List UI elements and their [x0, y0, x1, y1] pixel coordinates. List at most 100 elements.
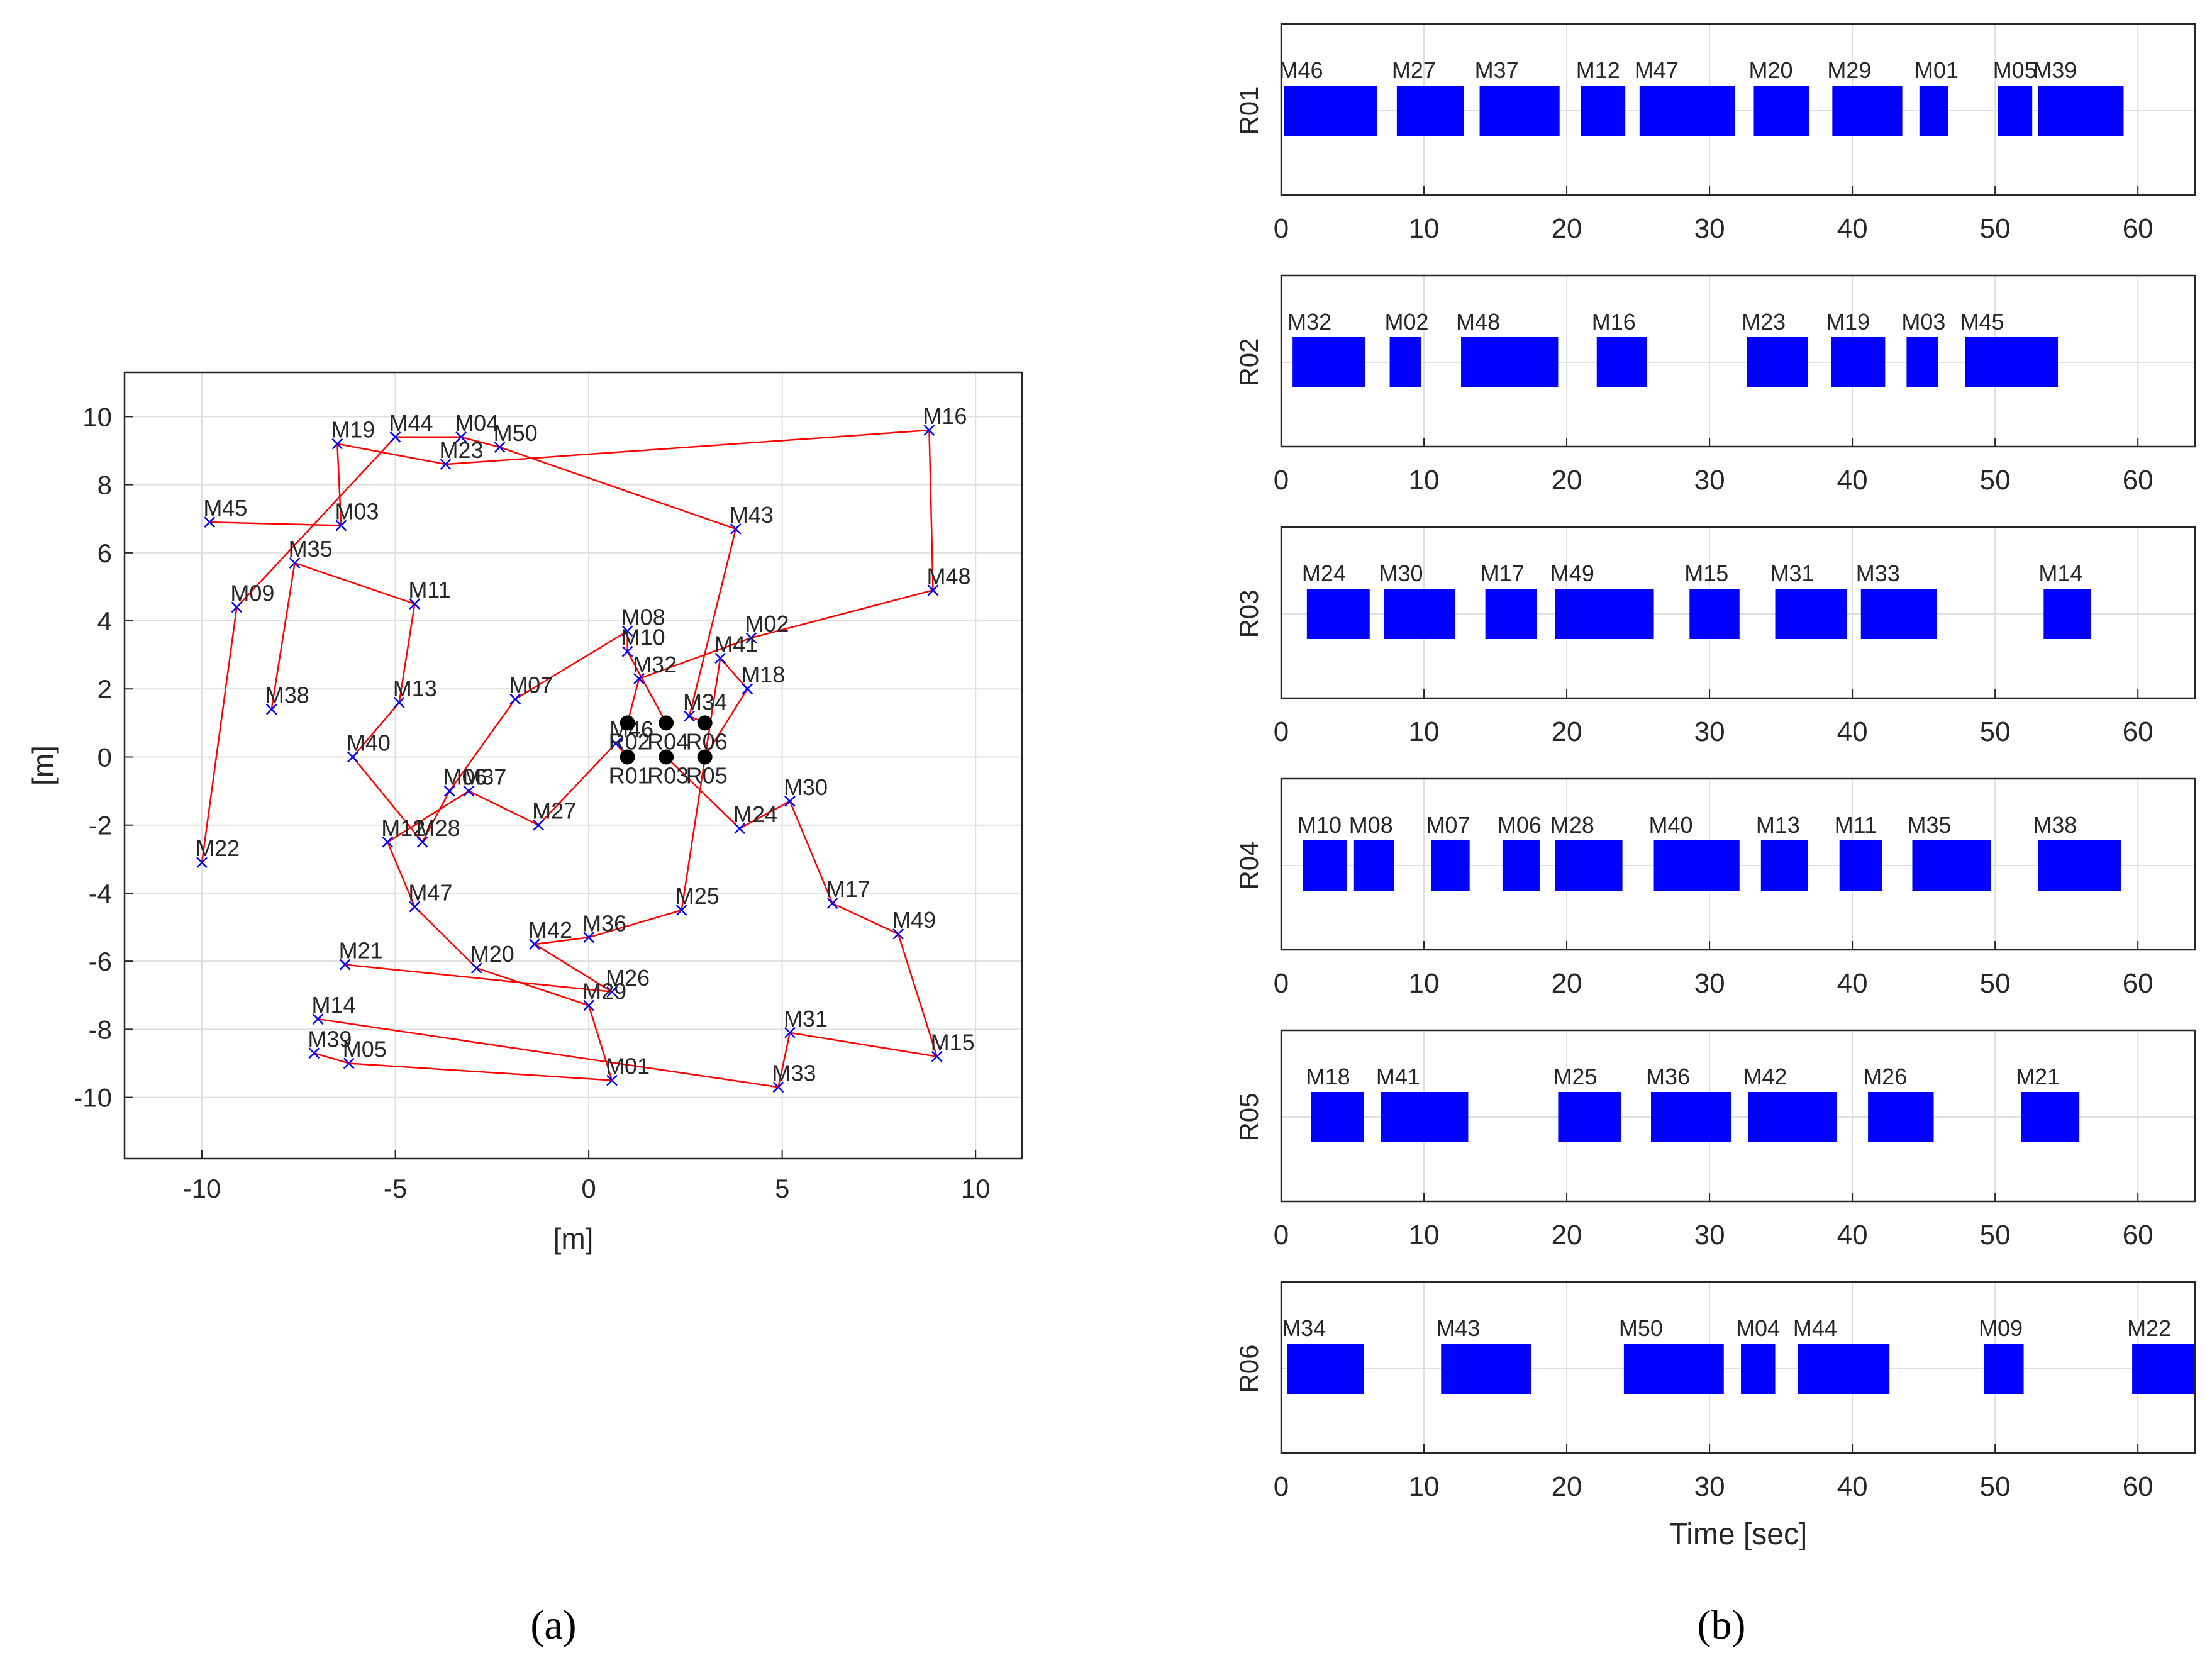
gantt-x-tick-label: 20 — [1552, 716, 1582, 747]
task-label: M16 — [1592, 309, 1636, 335]
task-label: M23 — [1742, 309, 1786, 335]
gantt-x-axis-label: Time [sec] — [1669, 1518, 1808, 1551]
y-tick-label: 10 — [82, 402, 112, 431]
gantt-x-tick-label: 20 — [1552, 465, 1582, 496]
panel-label-a: (a) — [530, 1602, 576, 1648]
gantt-row-box — [1280, 1281, 2196, 1454]
robot-point — [697, 749, 713, 765]
robot-row-label: R01 — [1234, 86, 1264, 135]
marker-point — [892, 928, 904, 940]
marker-point — [529, 938, 540, 950]
task-label: M24 — [1302, 560, 1346, 586]
marker-point — [684, 710, 695, 722]
task-label: M27 — [1392, 57, 1436, 83]
gantt-x-tick-label: 40 — [1837, 716, 1868, 747]
task-bar — [1860, 589, 1937, 639]
y-tick-label: 0 — [97, 742, 112, 772]
gantt-x-tick-label: 40 — [1837, 1471, 1868, 1502]
task-label: M11 — [1835, 812, 1877, 838]
marker-point — [393, 697, 405, 708]
task-bar — [1741, 1344, 1776, 1394]
y-tick-label: -10 — [74, 1083, 112, 1113]
gantt-x-tick-label: 10 — [1409, 213, 1440, 244]
marker-label: M20 — [470, 941, 514, 967]
panel-label-b: (b) — [1698, 1602, 1746, 1648]
marker-point — [633, 673, 645, 684]
marker-point — [583, 999, 594, 1011]
task-bar — [1832, 86, 1903, 136]
task-label: M12 — [1576, 57, 1620, 83]
gantt-x-tick-label: 10 — [1409, 968, 1440, 999]
marker-point — [606, 1074, 618, 1086]
task-bar — [2038, 86, 2124, 136]
task-label: M09 — [1979, 1315, 2023, 1341]
gantt-x-tick-label: 30 — [1694, 213, 1725, 244]
marker-label: M43 — [730, 502, 774, 528]
task-label: M25 — [1553, 1064, 1597, 1089]
marker-point — [610, 737, 622, 749]
task-label: M42 — [1743, 1064, 1787, 1089]
route-r06 — [201, 436, 737, 863]
x-tick-label: -10 — [183, 1174, 221, 1203]
gantt-x-tick-label: 60 — [2123, 465, 2154, 496]
gantt-x-tick-label: 40 — [1837, 1220, 1868, 1250]
marker-label: M50 — [494, 420, 538, 446]
marker-point — [389, 431, 401, 443]
task-bar — [1431, 840, 1470, 891]
marker-point — [196, 857, 208, 869]
robot-row-label: R06 — [1234, 1344, 1264, 1393]
marker-point — [742, 683, 753, 695]
marker-label: M08 — [621, 604, 665, 630]
marker-label: M23 — [440, 437, 484, 463]
marker-label: M27 — [532, 798, 576, 824]
marker-point — [784, 1027, 796, 1038]
task-label: M26 — [1863, 1064, 1907, 1089]
robot-row-label: R02 — [1234, 338, 1264, 386]
marker-point — [621, 625, 633, 637]
marker-label: M40 — [347, 730, 391, 755]
gantt-x-tick-label: 60 — [2123, 213, 2154, 244]
marker-label: M28 — [416, 815, 460, 841]
gantt-x-tick-label: 10 — [1409, 465, 1440, 496]
task-bar — [1760, 840, 1808, 891]
task-label: M01 — [1915, 57, 1959, 83]
robot-point — [659, 715, 674, 731]
gantt-x-tick-label: 30 — [1694, 968, 1725, 999]
marker-label: M39 — [308, 1026, 352, 1052]
marker-point — [265, 703, 277, 715]
task-label: M35 — [1907, 812, 1951, 838]
task-bar — [1555, 840, 1623, 891]
marker-label: M26 — [606, 965, 650, 991]
marker-label: M34 — [683, 689, 727, 715]
marker-point — [494, 442, 506, 453]
task-bar — [1775, 589, 1847, 639]
gantt-x-tick-label: 40 — [1837, 465, 1868, 496]
robot-label: R06 — [686, 728, 728, 754]
task-label: M05 — [1993, 57, 2037, 83]
marker-label: M17 — [826, 876, 870, 902]
marker-point — [455, 431, 467, 443]
robot-point — [620, 749, 635, 765]
task-label: M47 — [1635, 57, 1679, 83]
marker-point — [409, 598, 421, 610]
task-label: M20 — [1748, 57, 1792, 83]
marker-label: M48 — [927, 563, 971, 589]
task-label: M10 — [1298, 812, 1342, 838]
task-label: M29 — [1827, 57, 1871, 83]
marker-point — [772, 1081, 784, 1093]
marker-label: M49 — [892, 907, 936, 933]
marker-label: M05 — [343, 1036, 387, 1062]
task-label: M33 — [1856, 560, 1900, 586]
task-label: M40 — [1649, 812, 1693, 838]
gantt-x-tick-label: 0 — [1274, 716, 1289, 747]
robot-row-label: R04 — [1234, 841, 1264, 889]
gantt-x-tick-label: 50 — [1980, 213, 2011, 244]
task-label: M04 — [1736, 1315, 1780, 1341]
task-bar — [1284, 86, 1377, 136]
task-bar — [1353, 840, 1394, 891]
marker-label: M33 — [772, 1060, 816, 1086]
marker-label: M14 — [312, 992, 356, 1018]
gantt-x-tick-label: 20 — [1552, 1220, 1582, 1250]
task-label: M48 — [1456, 309, 1500, 335]
